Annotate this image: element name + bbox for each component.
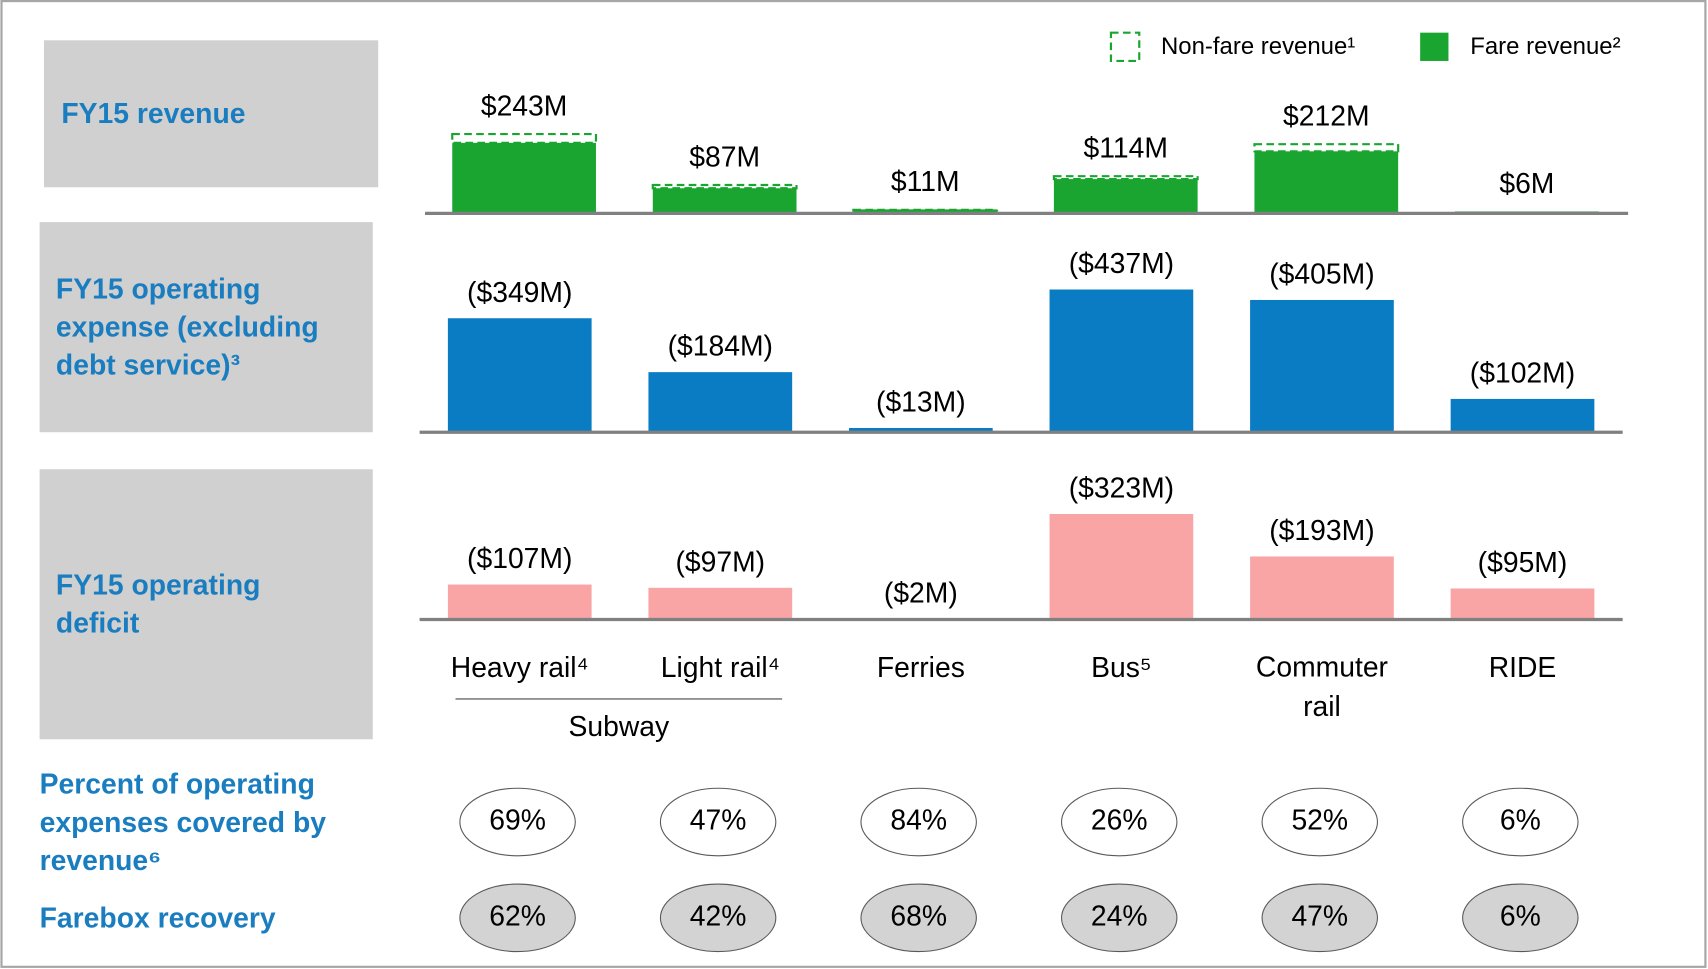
metric-value: 62% — [489, 899, 546, 931]
row-title: FY15 operating expense (excluding debt s… — [55, 272, 319, 382]
metric-oval — [1060, 787, 1178, 857]
row-box — [39, 469, 373, 740]
metric-value: 42% — [690, 899, 747, 931]
metric-oval — [459, 787, 576, 857]
row-title: FY15 revenue — [61, 96, 246, 130]
metric-oval — [659, 883, 777, 953]
category-label: Light rail⁴ — [661, 651, 780, 683]
category-label: Ferries — [877, 651, 965, 683]
bar — [648, 372, 793, 433]
row-label: Farebox recovery — [39, 900, 276, 934]
category-label: Bus⁵ — [1091, 651, 1152, 683]
metric-title: Percent of operating expenses covered by… — [39, 767, 327, 876]
metric-value: 24% — [1091, 899, 1148, 931]
bar — [1450, 398, 1595, 433]
value-label: ($95M) — [1478, 546, 1568, 578]
metric-oval — [860, 787, 977, 857]
fare-segment — [652, 188, 797, 214]
non-fare-segment — [451, 132, 598, 144]
metric-title: Farebox recovery — [39, 900, 276, 934]
metric-oval — [1060, 883, 1178, 953]
total-label: $114M — [1084, 132, 1168, 164]
value-label: ($184M) — [668, 330, 773, 362]
bar — [1250, 556, 1394, 620]
total-label: $87M — [689, 140, 760, 172]
total-label: $11M — [891, 165, 960, 197]
fare-segment — [1254, 151, 1399, 214]
legend-swatch — [1109, 31, 1141, 63]
value-label: ($323M) — [1069, 472, 1174, 504]
bar — [447, 584, 592, 620]
group-label: Subway — [568, 710, 670, 742]
value-label: ($349M) — [467, 276, 572, 308]
row-box — [39, 222, 373, 433]
metric-value: 6% — [1500, 899, 1541, 931]
bar — [1250, 299, 1394, 433]
bar — [648, 587, 793, 620]
metric-oval — [1462, 787, 1579, 857]
value-label: ($405M) — [1269, 257, 1374, 289]
value-label: ($2M) — [884, 576, 958, 608]
metric-oval — [1261, 883, 1379, 953]
metric-oval — [1261, 787, 1379, 857]
value-label: ($107M) — [467, 542, 572, 574]
metric-value: 47% — [1291, 899, 1348, 931]
row-label: FY15 operating expense (excluding debt s… — [55, 272, 319, 382]
metric-value: 52% — [1291, 803, 1348, 835]
metric-value: 84% — [890, 803, 947, 835]
row-label: Percent of operating expenses covered by… — [39, 767, 327, 876]
metric-oval — [860, 883, 977, 953]
bar — [1450, 588, 1595, 620]
total-label: $243M — [481, 89, 568, 121]
metric-value: 47% — [690, 803, 747, 835]
value-label: ($193M) — [1269, 514, 1374, 546]
bar — [1049, 289, 1194, 433]
non-fare-segment — [1253, 143, 1400, 153]
total-label: $212M — [1283, 99, 1370, 131]
legend-swatch — [1420, 32, 1449, 61]
bar — [1049, 514, 1194, 620]
value-label: ($102M) — [1470, 356, 1575, 388]
legend-label: Non-fare revenue¹ — [1161, 33, 1355, 60]
metric-oval — [659, 787, 777, 857]
metric-value: 68% — [890, 899, 947, 931]
metric-oval — [459, 883, 576, 953]
category-label: Commuter rail — [1256, 651, 1388, 722]
row-label: FY15 revenue — [61, 96, 246, 130]
fare-segment — [1053, 179, 1198, 214]
row-title: FY15 operating deficit — [55, 568, 261, 640]
metric-value: 26% — [1091, 803, 1148, 835]
row-label: FY15 operating deficit — [55, 568, 261, 640]
bar — [447, 318, 592, 433]
value-label: ($437M) — [1069, 247, 1174, 279]
row-box — [43, 40, 379, 188]
non-fare-segment — [1052, 175, 1199, 181]
bar — [848, 427, 993, 433]
non-fare-segment — [651, 183, 798, 190]
metric-value: 6% — [1500, 803, 1541, 835]
value-label: ($13M) — [876, 386, 966, 418]
metric-value: 69% — [489, 803, 546, 835]
non-fare-segment — [852, 208, 999, 212]
value-label: ($97M) — [675, 545, 765, 577]
metric-oval — [1462, 883, 1579, 953]
legend-label: Fare revenue² — [1470, 33, 1620, 60]
fare-segment — [452, 142, 596, 214]
total-label: $6M — [1499, 167, 1554, 199]
category-label: Heavy rail⁴ — [451, 651, 589, 683]
category-label: RIDE — [1489, 651, 1557, 683]
